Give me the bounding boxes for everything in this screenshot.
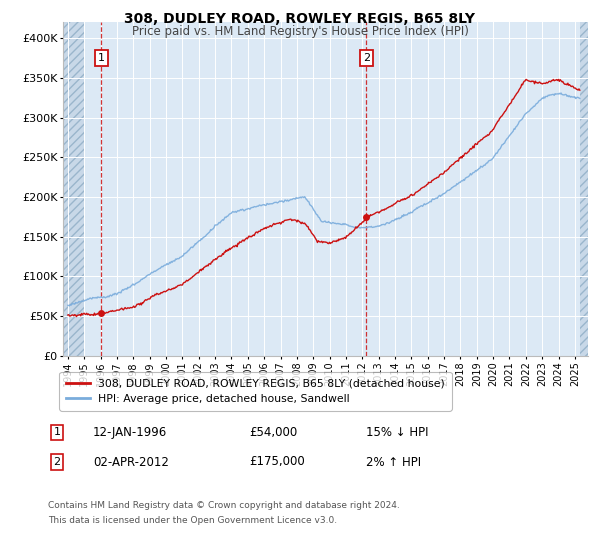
Text: 2: 2 [363, 53, 370, 63]
Text: 02-APR-2012: 02-APR-2012 [93, 455, 169, 469]
Text: This data is licensed under the Open Government Licence v3.0.: This data is licensed under the Open Gov… [48, 516, 337, 525]
Legend: 308, DUDLEY ROAD, ROWLEY REGIS, B65 8LY (detached house), HPI: Average price, de: 308, DUDLEY ROAD, ROWLEY REGIS, B65 8LY … [59, 372, 452, 410]
Text: £175,000: £175,000 [249, 455, 305, 469]
Text: Price paid vs. HM Land Registry's House Price Index (HPI): Price paid vs. HM Land Registry's House … [131, 25, 469, 38]
Text: Contains HM Land Registry data © Crown copyright and database right 2024.: Contains HM Land Registry data © Crown c… [48, 501, 400, 510]
Text: 308, DUDLEY ROAD, ROWLEY REGIS, B65 8LY: 308, DUDLEY ROAD, ROWLEY REGIS, B65 8LY [125, 12, 476, 26]
Text: 15% ↓ HPI: 15% ↓ HPI [366, 426, 428, 439]
Bar [63, 22, 84, 356]
Text: 12-JAN-1996: 12-JAN-1996 [93, 426, 167, 439]
Bar [580, 22, 588, 356]
Text: 1: 1 [53, 427, 61, 437]
Text: 1: 1 [98, 53, 105, 63]
Text: £54,000: £54,000 [249, 426, 297, 439]
Text: 2% ↑ HPI: 2% ↑ HPI [366, 455, 421, 469]
Text: 2: 2 [53, 457, 61, 467]
